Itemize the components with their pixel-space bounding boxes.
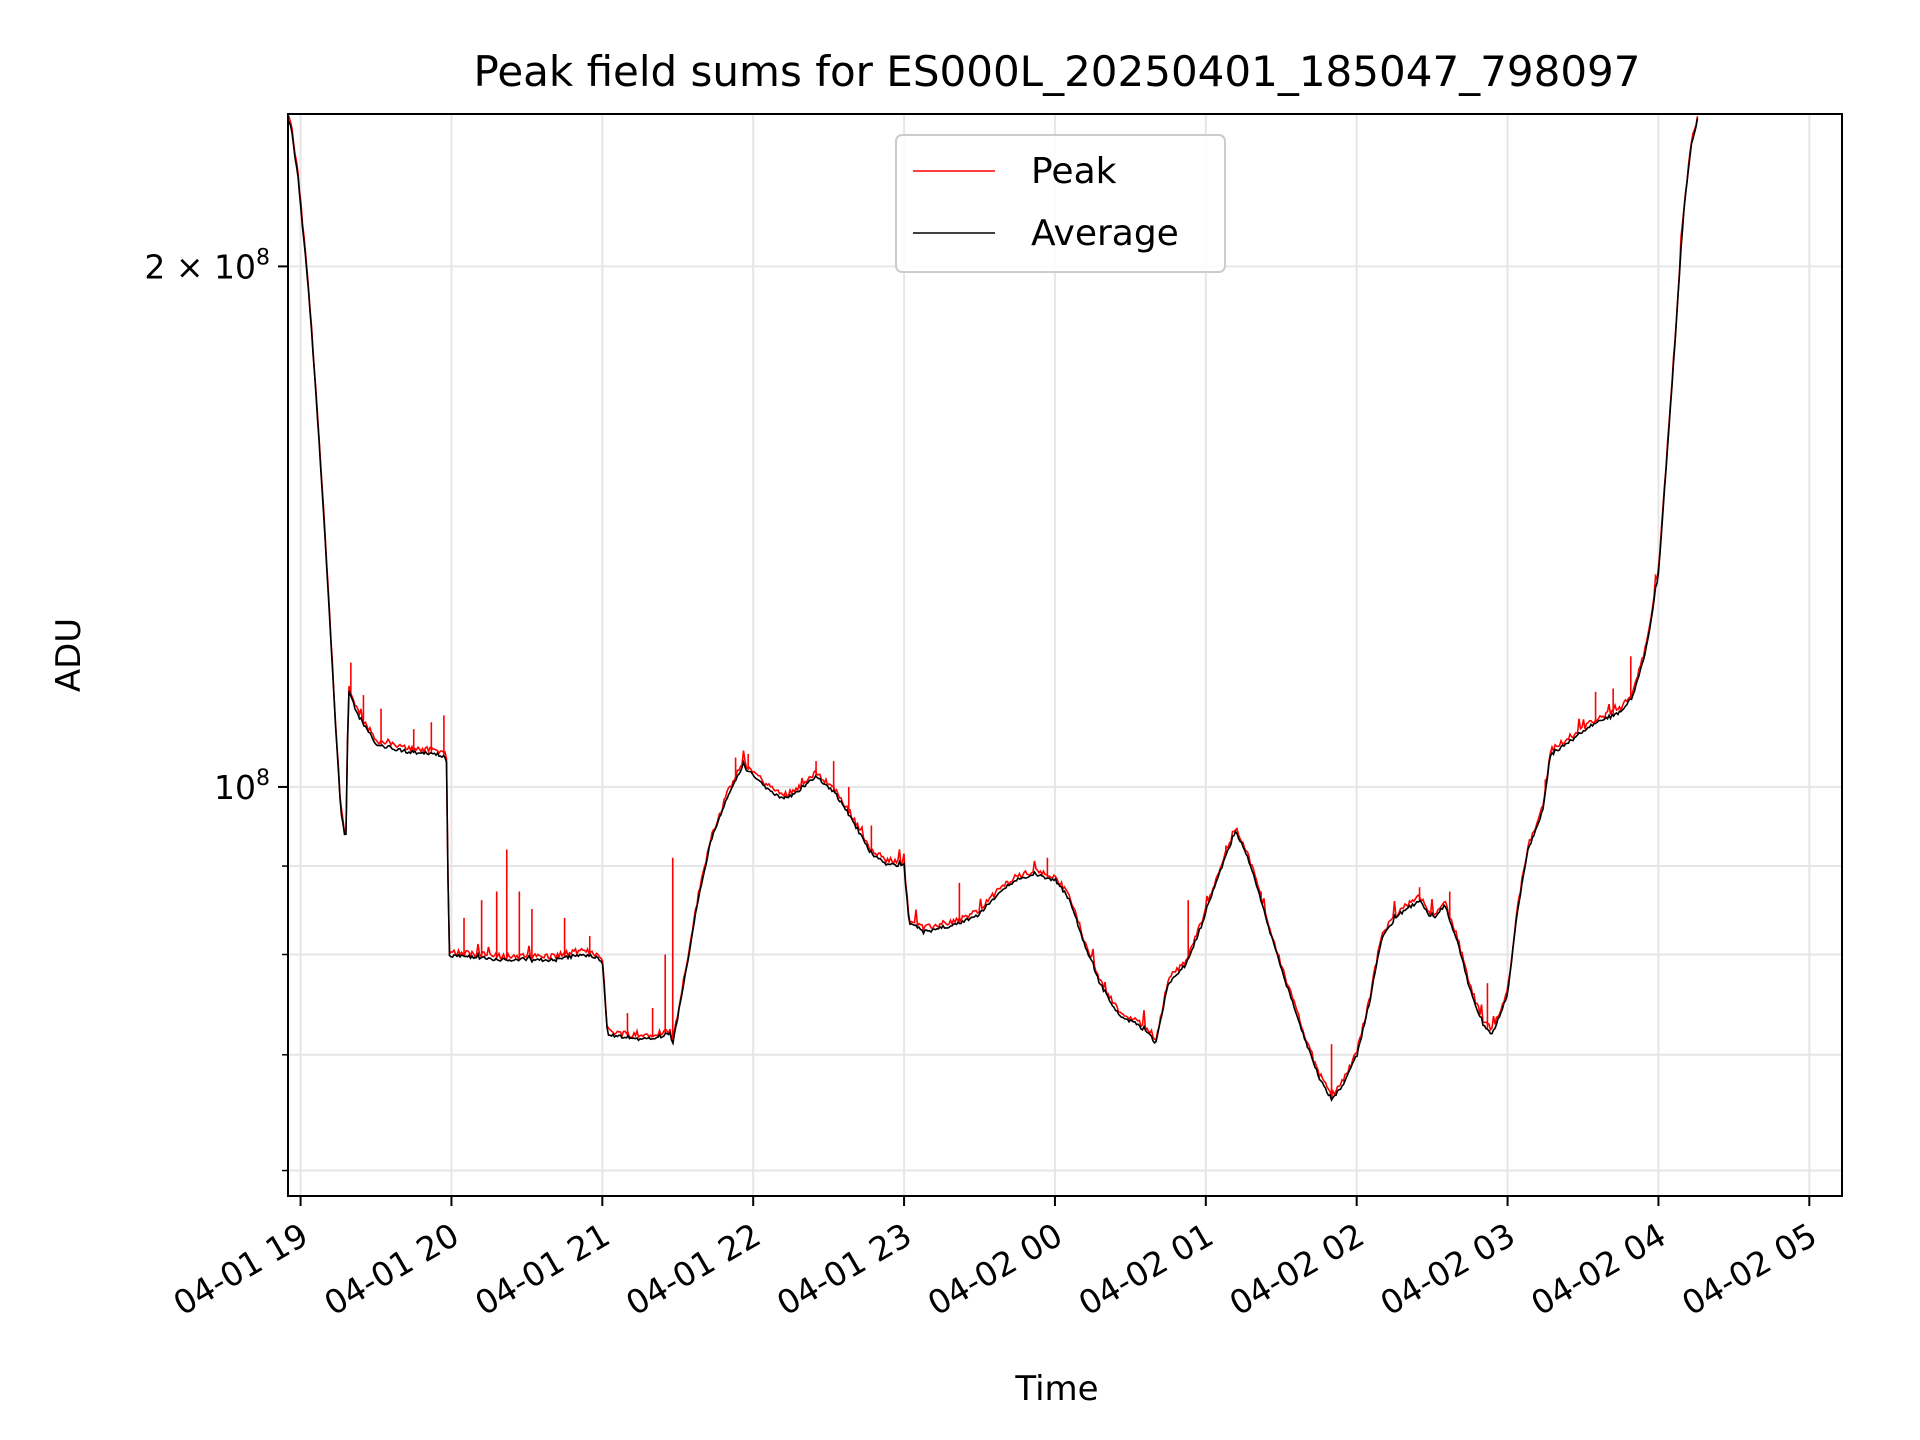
x-axis-label: Time xyxy=(1014,1369,1098,1409)
y-tick-label: 108 xyxy=(214,766,270,807)
legend-average-label: Average xyxy=(1031,213,1179,254)
legend-peak-label: Peak xyxy=(1031,151,1117,192)
plot-series xyxy=(288,114,1699,1102)
plot-frame xyxy=(287,113,1843,1197)
y-axis-label: ADU xyxy=(49,618,89,692)
chart-title: Peak field sums for ES000L_20250401_1850… xyxy=(474,47,1641,96)
y-tick-label: 2 × 108 xyxy=(144,245,270,286)
legend: Peak Average xyxy=(895,134,1226,273)
y-axis: 2 × 108 108 xyxy=(144,245,288,1172)
average-series-line xyxy=(288,118,1699,1102)
legend-frame xyxy=(895,134,1226,273)
